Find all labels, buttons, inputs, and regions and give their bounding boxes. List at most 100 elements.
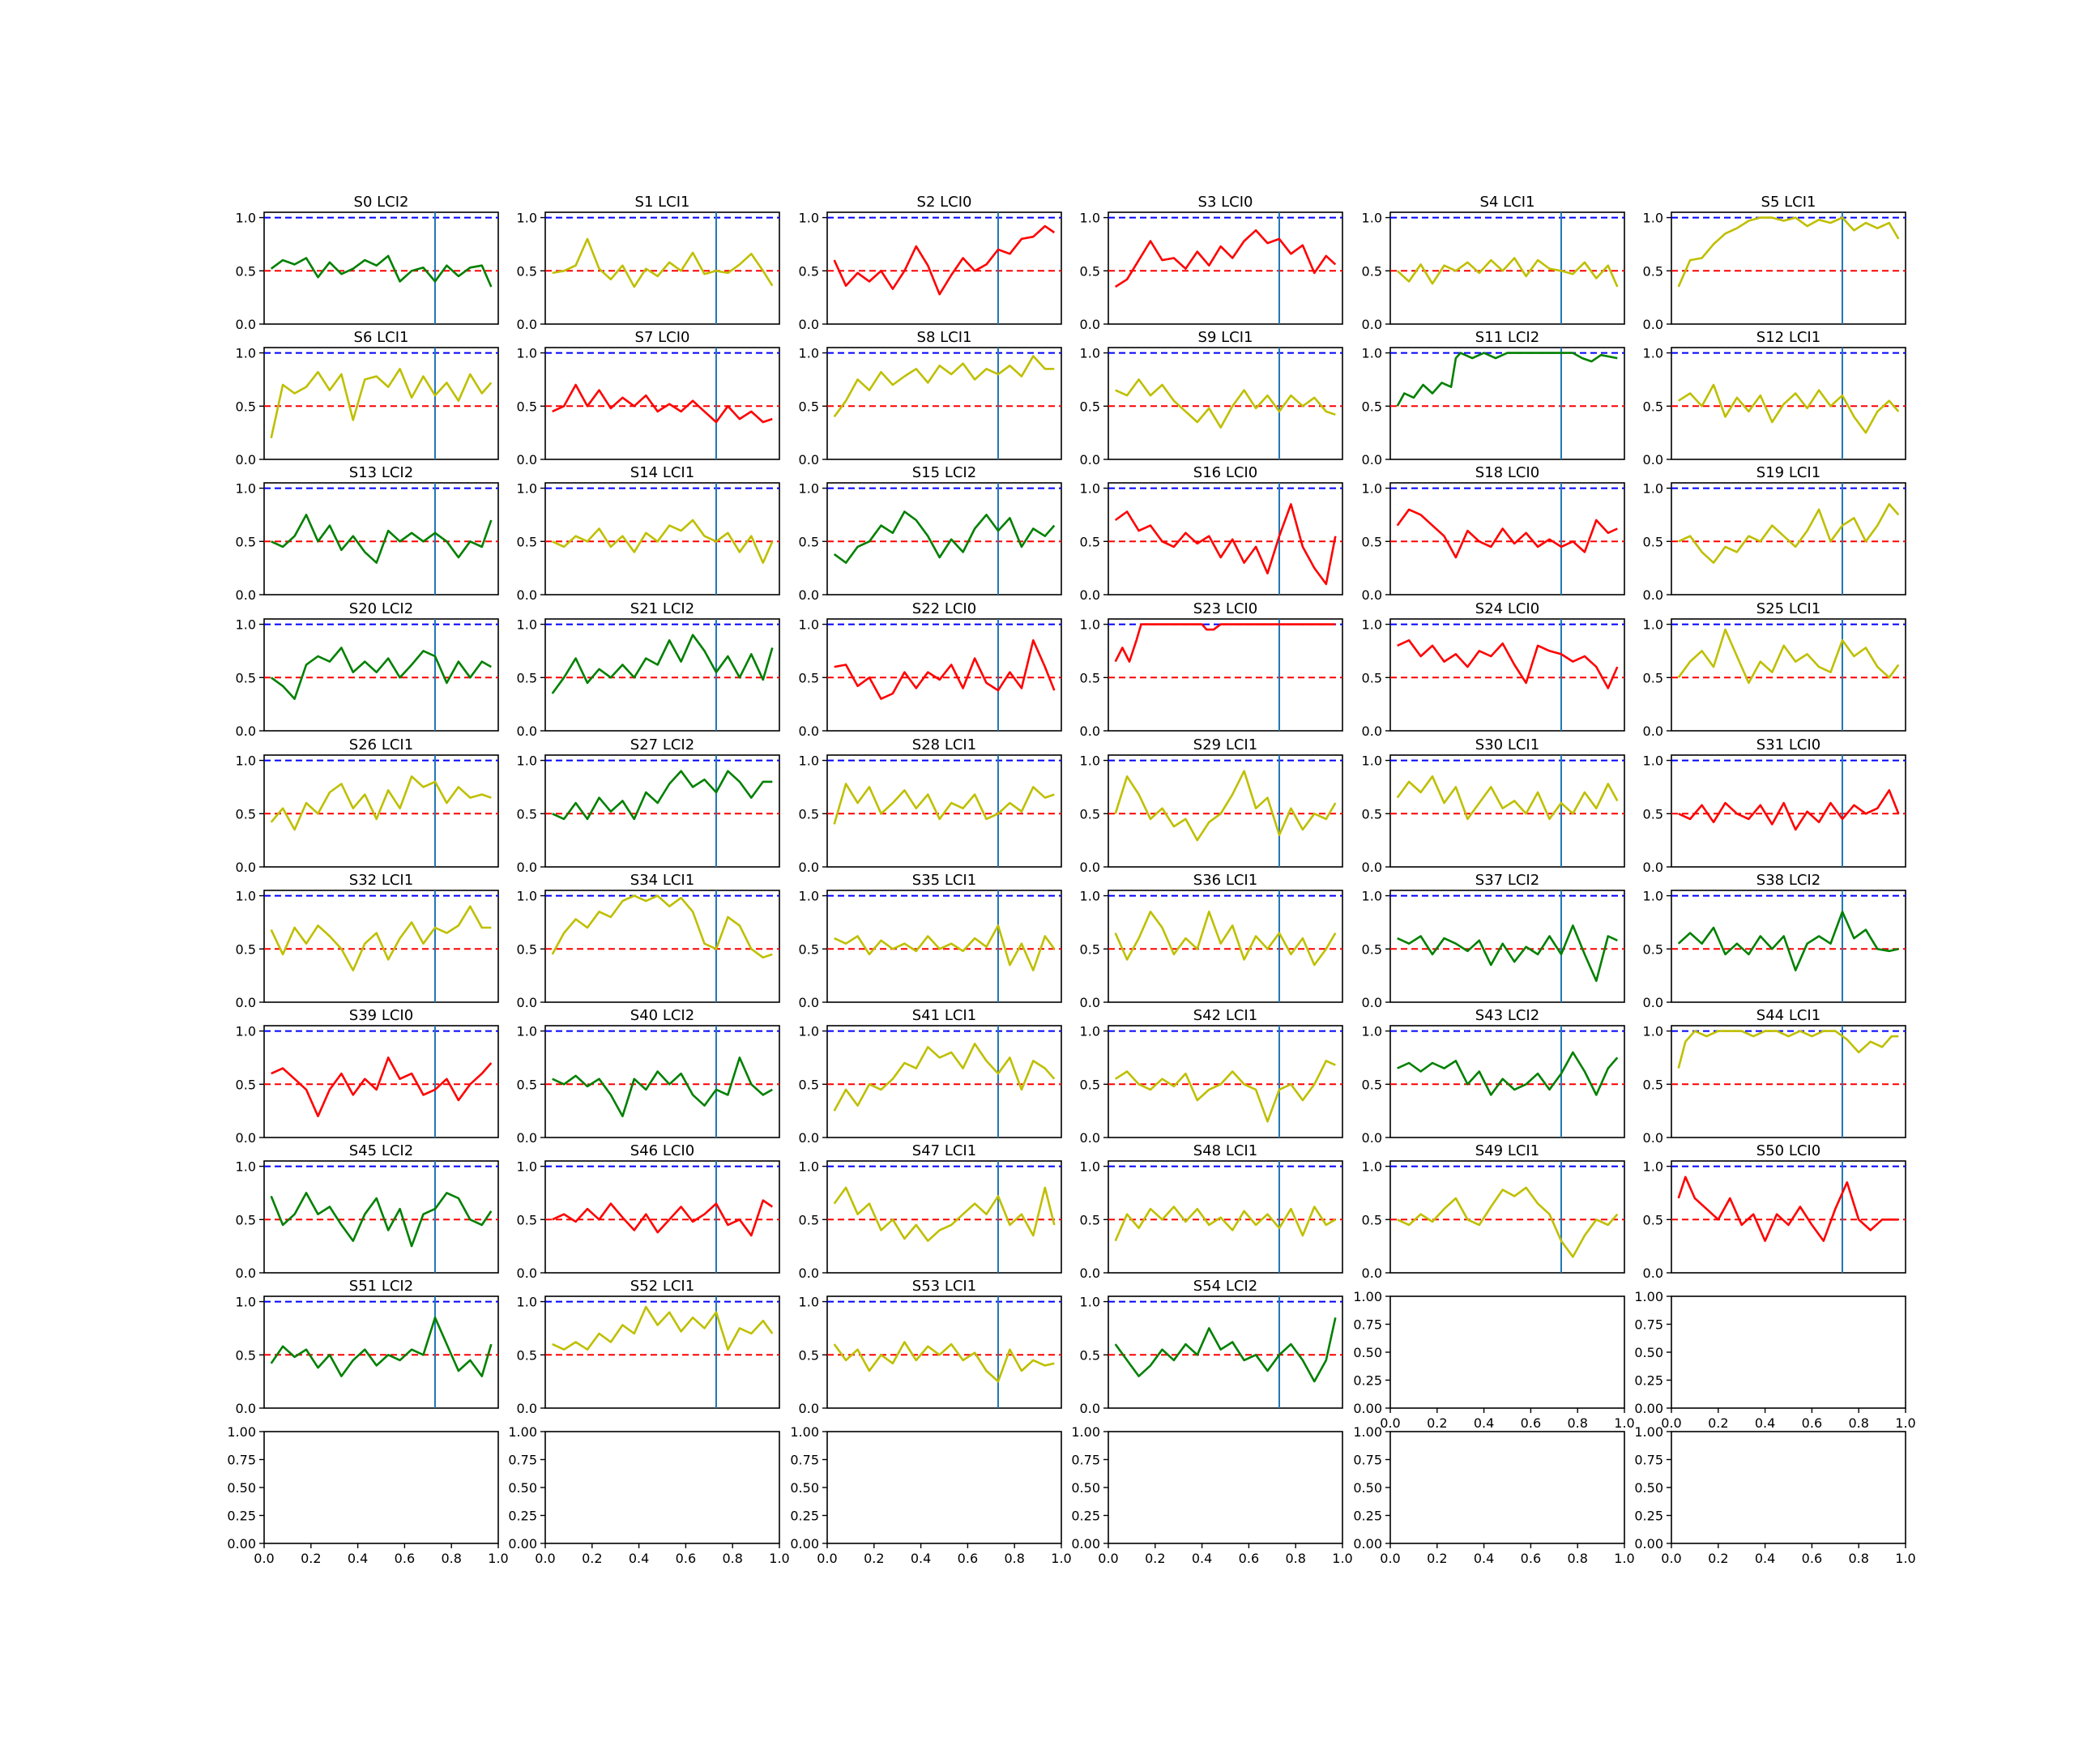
- y-tick-label: 1.0: [236, 481, 256, 497]
- y-tick-label: 1.0: [517, 889, 537, 904]
- y-tick-label: 0.5: [236, 399, 256, 414]
- y-tick-label: 0.25: [1071, 1509, 1100, 1524]
- subplot: S19 LCI1 0.0 0.5 1.0: [1643, 464, 1906, 603]
- subplot-title: S51 LCI2: [349, 1278, 413, 1295]
- y-tick-label: 0.0: [236, 317, 256, 332]
- subplot-title: S3 LCI0: [1198, 194, 1253, 211]
- y-tick-label: 0.5: [1080, 534, 1100, 549]
- y-tick-label: 1.0: [799, 211, 819, 226]
- y-tick-label: 0.50: [1353, 1345, 1382, 1360]
- y-tick-label: 0.00: [508, 1536, 537, 1552]
- y-tick-label: 1.0: [799, 889, 819, 904]
- y-tick-label: 1.00: [1071, 1424, 1100, 1440]
- y-tick-label: 1.0: [517, 1024, 537, 1039]
- y-tick-label: 0.5: [1080, 670, 1100, 685]
- subplot-title: S36 LCI1: [1193, 872, 1257, 889]
- subplot: S0 LCI2 0.0 0.5 1.0: [236, 194, 499, 332]
- y-tick-label: 0.0: [1362, 1266, 1382, 1281]
- x-tick-label: 0.0: [1661, 1415, 1681, 1431]
- y-tick-label: 0.0: [236, 452, 256, 467]
- series-line: [552, 1199, 774, 1237]
- y-tick-label: 0.0: [1643, 587, 1663, 603]
- subplot-title: S22 LCI0: [912, 600, 976, 617]
- y-tick-label: 0.75: [508, 1453, 537, 1468]
- axes-frame: [544, 754, 780, 868]
- y-tick-label: 1.0: [1643, 1024, 1663, 1039]
- subplot-title: S49 LCI1: [1475, 1142, 1539, 1159]
- y-tick-label: 1.0: [1362, 1159, 1382, 1175]
- x-tick-label: 0.4: [1755, 1415, 1775, 1431]
- subplot-title: S7 LCI0: [635, 329, 690, 346]
- y-tick-label: 0.50: [508, 1480, 537, 1496]
- axes-frame: [1389, 1025, 1625, 1138]
- y-tick-label: 1.0: [236, 211, 256, 226]
- y-tick-label: 0.5: [1362, 806, 1382, 822]
- y-tick-label: 0.5: [1080, 1212, 1100, 1227]
- axes-frame: [263, 1160, 499, 1274]
- y-tick-label: 0.5: [1643, 806, 1663, 822]
- y-tick-label: 1.0: [799, 1024, 819, 1039]
- y-tick-label: 1.00: [1634, 1289, 1663, 1304]
- y-tick-label: 1.0: [236, 753, 256, 769]
- subplot: S4 LCI1 0.0 0.5 1.0: [1362, 194, 1625, 332]
- subplot: S50 LCI0 0.0 0.5 1.0: [1643, 1142, 1906, 1281]
- subplot: S1 LCI1 0.0 0.5 1.0: [517, 194, 780, 332]
- y-tick-label: 1.0: [517, 481, 537, 497]
- x-tick-label: 0.2: [1427, 1551, 1447, 1566]
- y-tick-label: 0.5: [517, 399, 537, 414]
- axes-frame: [826, 1160, 1062, 1274]
- y-tick-label: 0.5: [799, 941, 819, 957]
- x-tick-label: 0.4: [1192, 1551, 1212, 1566]
- axes-frame: [826, 211, 1062, 325]
- y-tick-label: 0.0: [236, 1401, 256, 1416]
- series-line: [1397, 1186, 1619, 1258]
- series-line: [270, 905, 492, 971]
- y-tick-label: 1.0: [1643, 753, 1663, 769]
- y-tick-label: 0.0: [799, 995, 819, 1010]
- subplot: S18 LCI0 0.0 0.5 1.0: [1362, 464, 1625, 603]
- subplot: S7 LCI0 0.0 0.5 1.0: [517, 329, 780, 467]
- subplot: S5 LCI1 0.0 0.5 1.0: [1643, 194, 1906, 332]
- subplot: S29 LCI1 0.0 0.5 1.0: [1080, 736, 1343, 875]
- subplot-title: S11 LCI2: [1475, 329, 1539, 346]
- y-tick-label: 0.0: [1643, 995, 1663, 1010]
- subplot: S42 LCI1 0.0 0.5 1.0: [1080, 1007, 1343, 1146]
- axes-frame: [1108, 347, 1343, 460]
- series-line: [833, 510, 1056, 564]
- x-tick-label: 1.0: [769, 1551, 789, 1566]
- y-tick-label: 0.0: [799, 1130, 819, 1146]
- subplot-title: S50 LCI0: [1756, 1142, 1820, 1159]
- y-tick-label: 0.5: [1362, 534, 1382, 549]
- axes-frame: [1389, 890, 1625, 1003]
- series-line: [1678, 383, 1900, 434]
- y-tick-label: 0.0: [799, 860, 819, 875]
- y-tick-label: 0.5: [799, 534, 819, 549]
- axes-frame: [1108, 1295, 1343, 1409]
- y-tick-label: 0.50: [1353, 1480, 1382, 1496]
- y-tick-label: 0.0: [236, 587, 256, 603]
- subplot: S51 LCI2 0.0 0.5 1.0: [236, 1278, 499, 1416]
- subplot-title: S26 LCI1: [349, 736, 413, 753]
- y-tick-label: 1.00: [1353, 1424, 1382, 1440]
- y-tick-label: 1.0: [1080, 1024, 1100, 1039]
- subplot: S23 LCI0 0.0 0.5 1.0: [1080, 600, 1343, 739]
- subplot-title: S35 LCI1: [912, 872, 976, 889]
- x-tick-label: 0.8: [1567, 1551, 1587, 1566]
- series-line: [834, 638, 1056, 700]
- subplot: S32 LCI1 0.0 0.5 1.0: [236, 872, 499, 1010]
- series-line: [1115, 378, 1336, 429]
- series-line: [552, 383, 773, 424]
- subplot-title: S14 LCI1: [630, 464, 694, 481]
- y-tick-label: 0.0: [1080, 1401, 1100, 1416]
- y-tick-label: 0.0: [1362, 317, 1382, 332]
- y-tick-label: 1.0: [1362, 753, 1382, 769]
- subplot-title: S52 LCI1: [630, 1278, 694, 1295]
- y-tick-label: 0.5: [517, 1077, 537, 1092]
- axes-frame: [1389, 754, 1625, 868]
- y-tick-label: 0.0: [236, 995, 256, 1010]
- x-tick-label: 0.4: [1755, 1551, 1775, 1566]
- series-line: [1114, 770, 1337, 842]
- series-line: [1114, 1317, 1337, 1383]
- y-tick-label: 0.75: [790, 1453, 819, 1468]
- y-tick-label: 0.0: [799, 723, 819, 739]
